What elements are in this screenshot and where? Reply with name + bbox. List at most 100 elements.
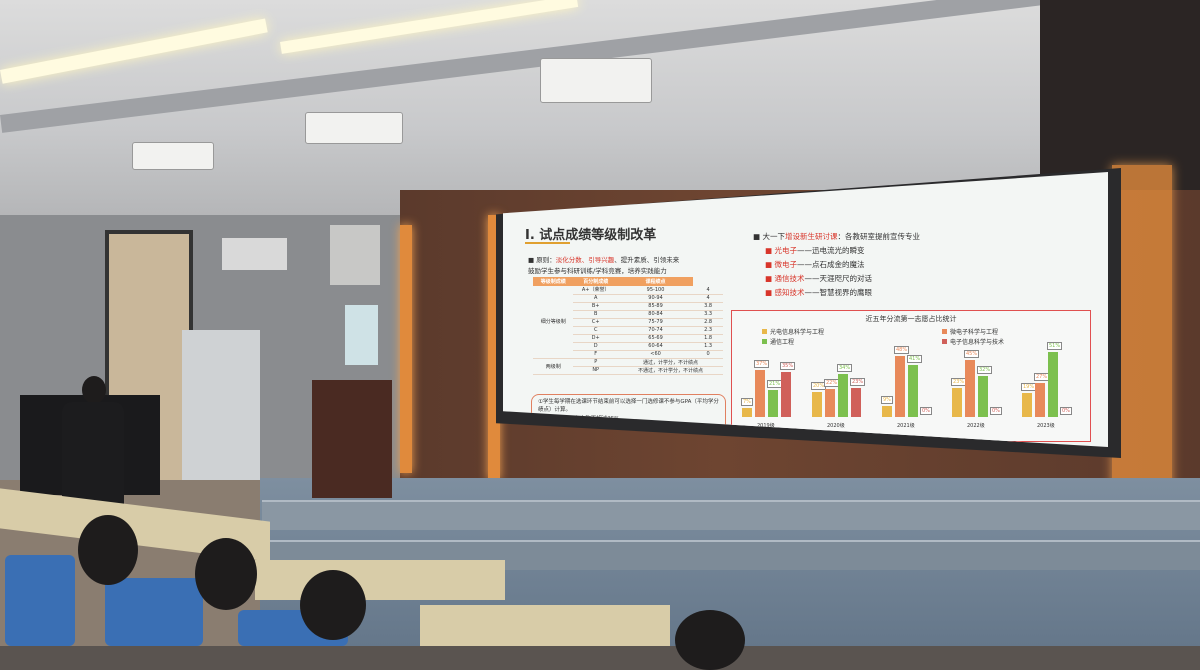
bullet-practice: 鼓励学生参与科研训练/学科竞赛，培养实践能力	[528, 267, 667, 275]
bar	[965, 359, 975, 417]
table-cell: 90-94	[618, 294, 694, 303]
grade-table: 等级制成绩 百分制成绩 课程绩点 细分等级制 A+（荣誉） 95-100 4 A 90-94 4…	[533, 277, 723, 375]
th: 课程绩点	[618, 277, 694, 286]
table-cell: D+	[573, 334, 618, 343]
data-label: 0%	[1060, 407, 1072, 415]
audience-head	[300, 570, 366, 640]
legend-swatch	[762, 339, 767, 344]
bar	[742, 408, 752, 417]
projector	[305, 112, 403, 144]
note-1: ①学生每学期在选课环节结束前可以选择一门选修课不参与GPA（平均学分绩点）计算。	[538, 399, 719, 413]
legend-item: 通信工程	[762, 337, 794, 346]
table-cell: 2.8	[693, 318, 723, 327]
bar	[825, 389, 835, 417]
table-cell: C+	[573, 318, 618, 327]
chair	[5, 555, 75, 646]
intro-red: 增设新生研讨课	[784, 232, 838, 241]
legend-label: 通信工程	[770, 339, 795, 346]
table-cell: 75-79	[618, 318, 694, 327]
bar	[838, 373, 848, 417]
chart: 近五年分流第一志愿占比统计 光电信息科学与工程 微电子科学与工程 通信工程 电子信息科…	[731, 310, 1091, 442]
title-underline	[525, 242, 570, 244]
intro-rest: ：各教研室提前宣传专业	[837, 232, 920, 241]
speaker	[222, 238, 287, 270]
principle-highlight: 淡化分数、引导兴趣	[555, 256, 615, 264]
course-list: ■ 大一下增设新生研讨课：各教研室提前宣传专业 ■ 光电子——迅电流光的瞬变 ■ …	[753, 230, 920, 300]
table-row: 两级制 P 通过，计学分，不计绩点	[533, 358, 723, 375]
x-tick-label: 2021级	[897, 423, 915, 429]
table-row: F <60 0	[533, 350, 723, 359]
table-cell: 不通过，不计学分，不计绩点	[618, 366, 723, 375]
table-cell: A	[573, 294, 618, 303]
projector	[132, 142, 214, 170]
legend-swatch	[762, 329, 767, 334]
presentation-slide: I. 试点成绩等级制改革 ■ 原则：淡化分数、引导兴趣、提升素质、引领未来 鼓励…	[503, 172, 1108, 447]
principle-rest: 、提升素质、引领未来	[614, 256, 680, 264]
course-item: ■ 微电子——点石成金的魔法	[765, 260, 865, 269]
legend-label: 光电信息科学与工程	[770, 329, 825, 336]
bullet-principle: ■ 原则：淡化分数、引导兴趣、提升素质、引领未来	[528, 256, 680, 264]
slide-title: I. 试点成绩等级制改革	[525, 228, 657, 243]
bar	[895, 355, 905, 417]
audience-head	[78, 515, 138, 585]
course-name: 通信技术	[774, 274, 805, 283]
x-tick-label: 2020级	[827, 423, 845, 429]
table-cell: 4	[693, 286, 723, 295]
bar	[908, 364, 918, 417]
table-cell: 80-84	[618, 310, 694, 319]
table-cell: 65-69	[618, 334, 694, 343]
bar	[755, 369, 765, 417]
data-label: 41%	[907, 354, 923, 363]
chair	[105, 578, 203, 646]
bar	[1022, 392, 1032, 417]
course-item: ■ 通信技术——天涯咫尺的对话	[765, 274, 872, 283]
table-row: NP 不通过，不计学分，不计绩点	[533, 366, 723, 375]
stage-step	[262, 500, 1200, 530]
data-label: 22%	[824, 379, 840, 387]
data-label: 35%	[780, 362, 796, 371]
table-cell: 0	[693, 350, 723, 359]
table-cell: B+	[573, 302, 618, 311]
table-cell: 通过，计学分，不计绩点	[618, 358, 723, 367]
group-cell: 两级制	[533, 358, 574, 375]
table-row: B 80-84 3.3	[533, 310, 723, 319]
table-row: C 70-74 2.3	[533, 326, 723, 335]
audience-head	[675, 610, 745, 670]
course-intro: ■ 大一下增设新生研讨课：各教研室提前宣传专业	[753, 232, 920, 241]
light-strip	[400, 225, 412, 473]
table-cell: B	[573, 310, 618, 319]
table-cell: 70-74	[618, 326, 694, 335]
data-label: 48%	[894, 345, 910, 354]
table-cell: A+（荣誉）	[573, 286, 618, 295]
x-tick-label: 2019级	[757, 423, 775, 429]
bar	[781, 372, 791, 417]
th: 百分制成绩	[573, 277, 618, 286]
data-label: 37%	[754, 359, 770, 368]
podium	[312, 380, 392, 498]
intro-black: 大一下	[762, 232, 785, 241]
table-row: A 90-94 4	[533, 294, 723, 303]
desk	[255, 560, 505, 600]
data-label: 21%	[767, 380, 783, 389]
bar	[851, 387, 861, 417]
audience-head	[195, 538, 257, 610]
table-cell: F	[573, 350, 618, 359]
course-name: 感知技术	[774, 288, 805, 297]
table-row: D+ 65-69 1.8	[533, 334, 723, 343]
x-tick-label: 2022级	[967, 423, 985, 429]
bar	[768, 390, 778, 417]
table-row: 细分等级制 A+（荣誉） 95-100 4	[533, 286, 723, 359]
data-label: 23%	[850, 377, 866, 386]
projector	[540, 58, 652, 103]
table-cell: C	[573, 326, 618, 335]
desk	[420, 605, 670, 646]
data-label: 34%	[837, 363, 853, 372]
table-cell: 3.3	[693, 310, 723, 319]
bar	[1048, 352, 1058, 417]
equipment-cabinet	[182, 330, 260, 480]
legend-swatch	[942, 329, 947, 334]
course-item: ■ 感知技术——智慧视界的鹰眼	[765, 288, 872, 297]
table-cell: 85-89	[618, 302, 694, 311]
data-label: 51%	[1047, 342, 1063, 351]
table-cell: 60-64	[618, 342, 694, 351]
